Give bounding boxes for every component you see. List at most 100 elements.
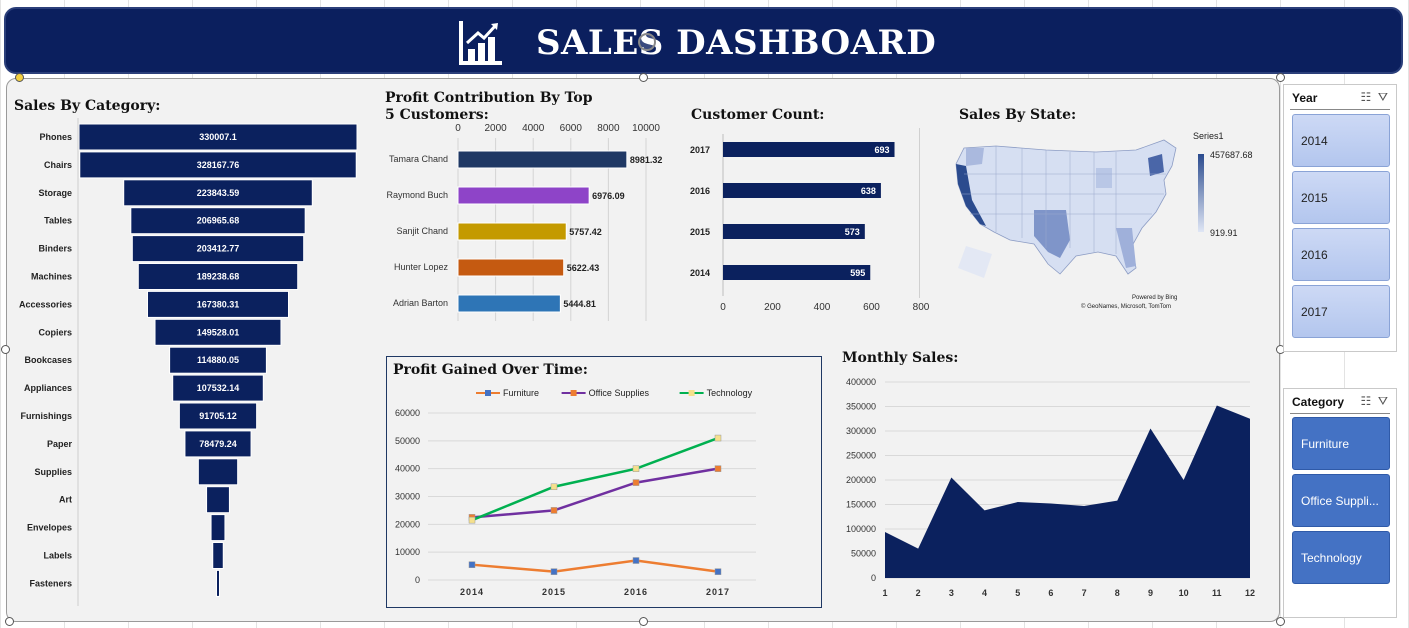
resize-handle[interactable] [5,617,14,626]
year-slicer-item[interactable]: 2016 [1292,228,1390,281]
profit-bar [457,294,561,313]
customer-count-value: 595 [850,268,865,278]
rotate-handle-icon[interactable] [638,33,656,51]
funnel-bar [210,514,226,542]
profit-over-time-title: Profit Gained Over Time: [393,362,588,378]
y-tick-label: 10000 [395,547,420,557]
funnel-bar [137,263,299,290]
year-label: 2017 [690,145,710,155]
resize-handle[interactable] [15,73,24,82]
customer-label: Sanjit Chand [396,226,448,236]
profit-value-label: 5444.81 [563,299,596,309]
year-slicer-item[interactable]: 2017 [1292,285,1390,338]
funnel-value-label: 149528.01 [197,327,240,337]
x-tick-label: 10 [1179,588,1189,598]
year-slicer-item[interactable]: 2014 [1292,114,1390,167]
funnel-category-label: Paper [47,439,73,449]
x-tick-label: 2014 [460,587,484,597]
clear-filter-icon[interactable]: ⛛ [1377,394,1388,408]
x-tick-label: 3 [949,588,954,598]
funnel-value-label: 203412.77 [197,244,240,254]
funnel-bar [154,318,282,346]
data-point [714,568,722,575]
y-tick-label: 60000 [395,408,420,418]
x-tick-label: 1 [882,588,887,598]
monthly-sales-chart[interactable]: 0 50000 100000 150000 200000 250000 300000 3500… [830,372,1260,604]
profit-over-time-chart[interactable]: 0 10000 20000 30000 40000 50000 60000 2014 2015 2… [388,382,820,606]
map-credits: © GeoNames, Microsoft, TomTom [1081,304,1171,310]
x-tick-label: 6 [1048,588,1053,598]
profit-bar [457,258,565,277]
x-tick-label: 8 [1115,588,1120,598]
data-point [632,465,640,472]
profit-value-label: 8981.32 [630,155,663,165]
funnel-value-label: 107532.14 [197,383,240,393]
funnel-value-label: 114880.05 [197,355,239,365]
category-slicer-item[interactable]: Technology [1292,531,1390,584]
customer-label: Raymond Buch [386,190,448,200]
category-slicer-item[interactable]: Office Suppli... [1292,474,1390,527]
data-point [550,507,558,514]
series-line [471,436,719,522]
resize-handle[interactable] [639,617,648,626]
category-slicer-title: Category [1292,395,1345,409]
funnel-value-label: 91705.12 [199,411,237,421]
resize-handle[interactable] [1276,617,1285,626]
funnel-category-label: Phones [39,132,72,142]
funnel-category-label: Supplies [34,467,72,477]
sales-by-state-title: Sales By State: [959,107,1077,123]
profit-bar [457,150,628,169]
bar-chart-icon [458,17,504,72]
funnel-bar [216,569,220,597]
series-line [471,559,719,573]
category-slicer-item[interactable]: Furniture [1292,417,1390,470]
y-tick-label: 50000 [395,436,420,446]
y-tick-label: 50000 [851,549,876,559]
funnel-bar [184,430,252,458]
map-legend-scale [1198,154,1204,232]
sales-by-category-chart[interactable]: Phones 330007.1 Chairs 328167.76 Storage 2238… [12,118,368,606]
funnel-bar [78,123,358,151]
customer-label: Tamara Chand [389,154,448,164]
x-tick-label: 6000 [560,123,583,134]
customer-count-title: Customer Count: [691,107,825,123]
year-label: 2015 [690,227,710,237]
multi-select-icon[interactable]: ☷ [1360,394,1372,408]
profit-contribution-title: Profit Contribution By Top 5 Customers: [385,90,593,123]
year-label: 2014 [690,268,710,278]
sales-by-state-map[interactable]: Series1 457687.68 919.91 Powered by Bing… [936,128,1266,314]
category-slicer[interactable]: Category ☷ ⛛ Furniture Office Suppli... … [1283,388,1397,618]
customer-count-value: 573 [845,227,860,237]
profit-contribution-chart[interactable]: 0 2000 4000 6000 8000 10000 Tamara Chand 8981.3… [378,118,678,328]
funnel-bar [212,542,224,569]
monthly-sales-area [885,405,1250,578]
x-tick-label: 400 [814,302,831,313]
x-tick-label: 600 [863,302,880,313]
legend-marker [688,390,695,396]
y-tick-label: 0 [415,575,420,585]
x-tick-label: 2015 [542,587,566,597]
monthly-sales-title: Monthly Sales: [842,350,959,366]
resize-handle[interactable] [639,73,648,82]
y-tick-label: 20000 [395,519,420,529]
customer-count-chart[interactable]: 0 200 400 600 800 2017 693 2016 638 2015 573 2014 59… [684,128,934,318]
map-powered-by: Powered by Bing [1132,295,1178,301]
y-tick-label: 0 [871,573,876,583]
profit-value-label: 6976.09 [592,191,625,201]
resize-handle[interactable] [1,345,10,354]
x-tick-label: 8000 [597,123,620,134]
page-title: SALES DASHBOARD [536,23,937,63]
year-slicer[interactable]: Year ☷ ⛛ 2014 2015 2016 2017 [1283,84,1397,352]
map-legend-max: 457687.68 [1210,150,1253,160]
x-tick-label: 2016 [624,587,648,597]
profit-value-label: 5622.43 [567,263,600,273]
dashboard-banner: SALES DASHBOARD [4,7,1403,74]
funnel-value-label: 328167.76 [197,160,240,170]
multi-select-icon[interactable]: ☷ [1360,90,1372,104]
funnel-category-label: Chairs [44,160,72,170]
funnel-category-label: Envelopes [27,523,72,533]
clear-filter-icon[interactable]: ⛛ [1377,90,1388,104]
resize-handle[interactable] [1276,73,1285,82]
year-slicer-item[interactable]: 2015 [1292,171,1390,224]
customer-count-bar [723,142,895,157]
